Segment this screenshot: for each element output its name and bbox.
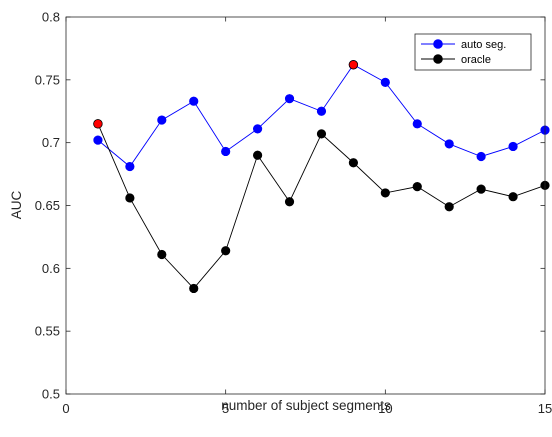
series-2-point (380, 188, 390, 198)
highlight-point (93, 119, 103, 129)
y-tick-label: 0.8 (42, 10, 60, 25)
y-tick-label: 0.5 (42, 387, 60, 402)
highlight-point (348, 60, 359, 70)
series-1-point (157, 115, 167, 125)
x-tick-label: 15 (538, 401, 552, 416)
y-tick-label: 0.75 (35, 72, 60, 87)
legend-label-1: auto seg. (461, 39, 506, 51)
plot-area (66, 17, 545, 394)
y-tick-label: 0.7 (42, 135, 60, 150)
series-1-point (93, 135, 103, 145)
x-tick-label: 0 (62, 401, 69, 416)
series-2-point (348, 158, 359, 168)
series-2-point (253, 150, 263, 160)
legend-label-2: oracle (461, 54, 491, 66)
series-1-point (412, 119, 422, 129)
y-tick-label: 0.55 (35, 324, 60, 339)
legend-box (414, 33, 532, 71)
series-1-point (316, 106, 327, 116)
series-2-point (444, 202, 454, 212)
axes-layer: 0 5 10 15 0.5 0.55 0.6 0.65 0.7 0.75 0.8 (35, 10, 552, 417)
series-2-point (476, 184, 486, 194)
series-1-point (253, 124, 263, 134)
series-1-point (476, 151, 486, 162)
series-1-point (380, 77, 390, 87)
series-layer (93, 60, 550, 294)
legend-marker-2 (433, 54, 443, 64)
series-1-point (221, 146, 231, 157)
series-2-point (316, 129, 327, 139)
series-1-point (125, 161, 135, 172)
legend-marker-1 (433, 39, 443, 49)
series-2-point (508, 192, 518, 202)
x-tick-label: 10 (378, 401, 392, 416)
x-axis-title: number of subject segments (221, 398, 391, 413)
y-axis-title: AUC (9, 191, 24, 220)
x-tick-label: 5 (222, 401, 229, 416)
series-1-point (189, 96, 199, 106)
series-2-point (284, 197, 295, 207)
series-2-point (221, 246, 231, 256)
series-1-point (284, 94, 295, 104)
legend: auto seg. oracle (414, 33, 532, 71)
series-2-point (157, 249, 167, 260)
y-tick-label: 0.65 (35, 198, 60, 213)
series-2-point (125, 193, 135, 203)
y-tick-label: 0.6 (42, 261, 60, 276)
series-1-point (508, 141, 518, 152)
highlight-layer (93, 60, 359, 129)
series-2-point (189, 283, 199, 294)
series-2-point (412, 182, 422, 192)
series-1-point (444, 139, 454, 149)
